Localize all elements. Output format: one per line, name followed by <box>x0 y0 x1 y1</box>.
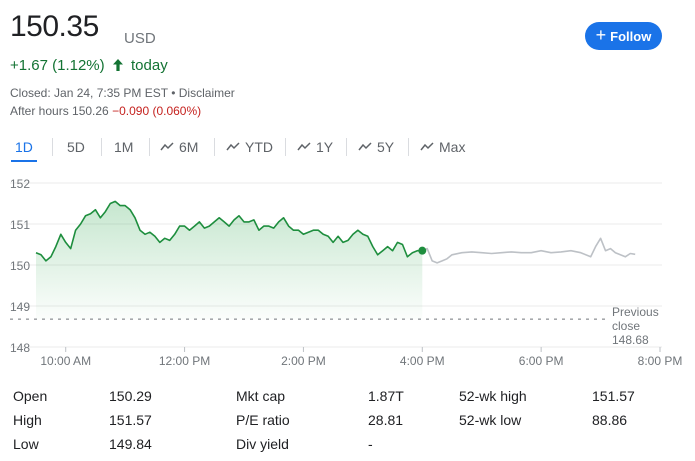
stat-label: Div yield <box>236 436 289 452</box>
currency-label: USD <box>124 30 156 47</box>
tab-label: 1M <box>114 139 134 155</box>
stat-label: 52-wk high <box>459 388 527 404</box>
tab-label: 6M <box>179 139 199 155</box>
x-tick-label: 8:00 PM <box>638 354 683 368</box>
stat-label: P/E ratio <box>236 412 290 428</box>
stat-label: High <box>13 412 42 428</box>
tab-6m[interactable]: 6M <box>160 134 198 160</box>
trend-icon <box>297 142 311 151</box>
price-change: +1.67 (1.12%) today <box>10 57 168 74</box>
tab-label: 1D <box>15 139 33 155</box>
stat-value: 151.57 <box>592 388 635 404</box>
y-tick-label: 152 <box>10 177 30 191</box>
stat-label: Mkt cap <box>236 388 286 404</box>
trend-icon <box>226 142 240 151</box>
stats-row: High 151.57 P/E ratio 28.81 52-wk low 88… <box>0 412 695 436</box>
stat-value: 1.87T <box>368 388 404 404</box>
stat-label: 52-wk low <box>459 412 522 428</box>
stat-value: 88.86 <box>592 412 628 428</box>
arrow-up-icon <box>111 58 125 72</box>
x-tick-label: 4:00 PM <box>400 354 445 368</box>
stat-label: Open <box>13 388 48 404</box>
tab-ytd[interactable]: YTD <box>226 134 273 160</box>
tab-1m[interactable]: 1M <box>114 134 133 160</box>
trend-icon <box>358 142 372 151</box>
after-hours-price: After hours 150.26 <box>10 104 109 118</box>
trend-icon <box>420 142 434 151</box>
tab-label: 5D <box>67 139 85 155</box>
after-hours-change: −0.090 (0.060%) <box>112 104 202 118</box>
tab-max[interactable]: Max <box>420 134 465 160</box>
stock-price: 150.35 <box>10 10 99 43</box>
separator-dot: • <box>171 86 176 100</box>
stat-value: 151.57 <box>109 412 152 428</box>
follow-button-label: Follow <box>610 28 652 44</box>
previous-close-label: Previous <box>612 305 659 319</box>
stats-row: Open 150.29 Mkt cap 1.87T 52-wk high 151… <box>0 388 695 412</box>
y-tick-label: 151 <box>10 218 30 232</box>
trend-icon <box>160 142 174 151</box>
x-tick-label: 12:00 PM <box>159 354 210 368</box>
x-tick-label: 10:00 AM <box>40 354 91 368</box>
x-tick-label: 2:00 PM <box>281 354 326 368</box>
previous-close-value: 148.68 <box>612 333 649 347</box>
after-hours-line <box>421 237 636 264</box>
x-tick-label: 6:00 PM <box>519 354 564 368</box>
y-tick-label: 148 <box>10 341 30 355</box>
market-status: Closed: Jan 24, 7:35 PM EST • Disclaimer <box>10 86 235 100</box>
disclaimer-link[interactable]: Disclaimer <box>178 86 235 100</box>
stat-value: 150.29 <box>109 388 152 404</box>
tab-label: 1Y <box>316 139 334 155</box>
after-hours-info: After hours 150.26 −0.090 (0.060%) <box>10 104 201 118</box>
tab-5d[interactable]: 5D <box>67 134 85 160</box>
price-change-period: today <box>131 57 168 74</box>
last-price-dot <box>418 246 427 255</box>
previous-close-label: close <box>612 319 640 333</box>
stat-value: 149.84 <box>109 436 152 452</box>
regular-session-line <box>35 200 423 262</box>
follow-button[interactable]: + Follow <box>585 22 662 50</box>
tab-label: Max <box>439 139 466 155</box>
closed-time: Closed: Jan 24, 7:35 PM EST <box>10 86 168 100</box>
tab-1y[interactable]: 1Y <box>297 134 333 160</box>
regular-session-area <box>36 201 423 320</box>
stat-label: Low <box>13 436 39 452</box>
stat-value: 28.81 <box>368 412 404 428</box>
tab-label: 5Y <box>377 139 395 155</box>
y-tick-label: 149 <box>10 300 30 314</box>
y-tick-label: 150 <box>10 259 30 273</box>
plus-icon: + <box>595 25 607 45</box>
tab-5y[interactable]: 5Y <box>358 134 394 160</box>
tab-label: YTD <box>245 139 273 155</box>
price-change-value: +1.67 (1.12%) <box>10 57 105 74</box>
stats-row: Low 149.84 Div yield - <box>0 436 695 460</box>
tab-1d[interactable]: 1D <box>11 134 37 162</box>
price-chart[interactable]: 152 151 150 149 148 10:00 AM 12:00 PM 2:00 PM 4:… <box>0 170 695 375</box>
stat-value: - <box>368 436 373 452</box>
